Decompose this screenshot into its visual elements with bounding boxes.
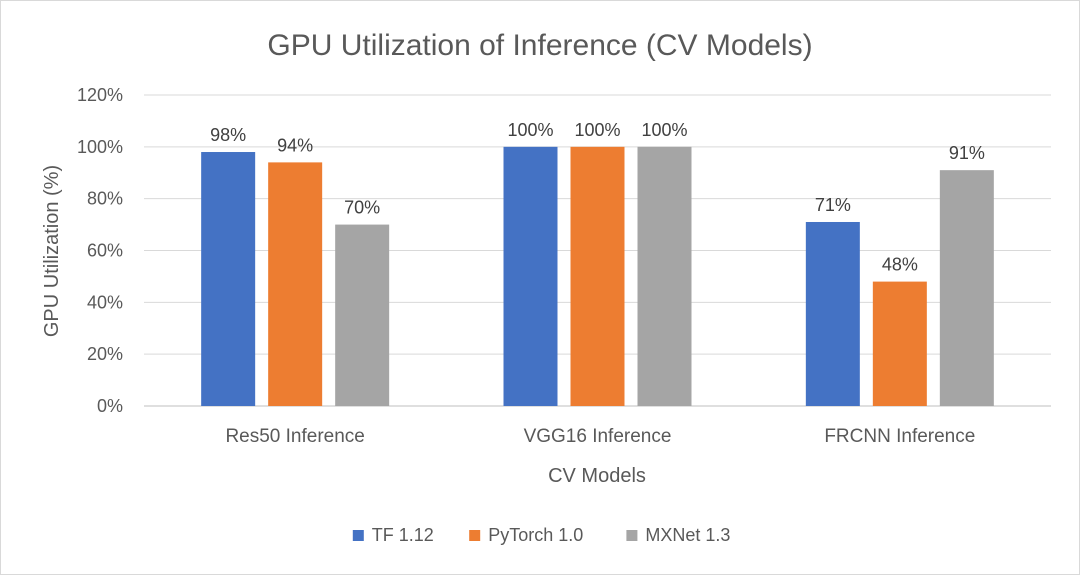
y-tick-label: 20% xyxy=(87,344,123,364)
bar-pytorch-1-0-0 xyxy=(268,162,323,406)
legend-swatch xyxy=(626,530,638,541)
legend: TF 1.12 PyTorch 1.0 MXNet 1.3 xyxy=(352,525,730,545)
data-label: 48% xyxy=(882,255,918,275)
legend-label: TF 1.12 xyxy=(372,525,434,545)
data-label: 94% xyxy=(277,135,313,155)
y-axis-title: GPU Utilization (%) xyxy=(41,165,63,337)
data-label: 100% xyxy=(574,120,620,140)
y-tick-label: 80% xyxy=(87,189,123,209)
data-labels: 98% 94% 70% 100% 100% 100% 71% 48% 91% xyxy=(210,120,985,275)
y-tick-label: 60% xyxy=(87,241,123,261)
legend-label: PyTorch 1.0 xyxy=(488,525,583,545)
bar-mxnet-1-3-0 xyxy=(335,224,390,406)
data-label: 100% xyxy=(641,120,687,140)
data-label: 100% xyxy=(507,120,553,140)
bar-pytorch-1-0-1 xyxy=(570,146,625,407)
legend-label: MXNet 1.3 xyxy=(645,525,730,545)
legend-swatch xyxy=(469,530,481,541)
x-axis-categories: Res50 Inference VGG16 Inference FRCNN Infe… xyxy=(225,426,975,447)
legend-swatch xyxy=(352,530,364,541)
bar-mxnet-1-3-1 xyxy=(637,146,692,407)
bar-tf-1-12-0 xyxy=(201,152,256,406)
bars xyxy=(201,146,994,407)
x-category-label: Res50 Inference xyxy=(225,426,364,447)
y-axis-ticks: 0% 20% 40% 60% 80% 100% 120% xyxy=(77,85,123,416)
data-label: 98% xyxy=(210,125,246,145)
y-tick-label: 100% xyxy=(77,137,123,157)
x-axis-title: CV Models xyxy=(548,465,646,487)
x-category-label: VGG16 Inference xyxy=(524,426,672,447)
y-tick-label: 40% xyxy=(87,292,123,312)
bar-pytorch-1-0-2 xyxy=(872,281,927,406)
x-category-label: FRCNN Inference xyxy=(824,426,975,447)
bar-tf-1-12-1 xyxy=(503,146,558,407)
y-tick-label: 120% xyxy=(77,85,123,105)
data-label: 70% xyxy=(344,198,380,218)
bar-tf-1-12-2 xyxy=(805,221,860,406)
bar-mxnet-1-3-2 xyxy=(939,170,994,406)
data-label: 91% xyxy=(949,143,985,163)
data-label: 71% xyxy=(815,195,851,215)
y-tick-label: 0% xyxy=(97,396,123,416)
chart-title: GPU Utilization of Inference (CV Models) xyxy=(267,29,812,62)
